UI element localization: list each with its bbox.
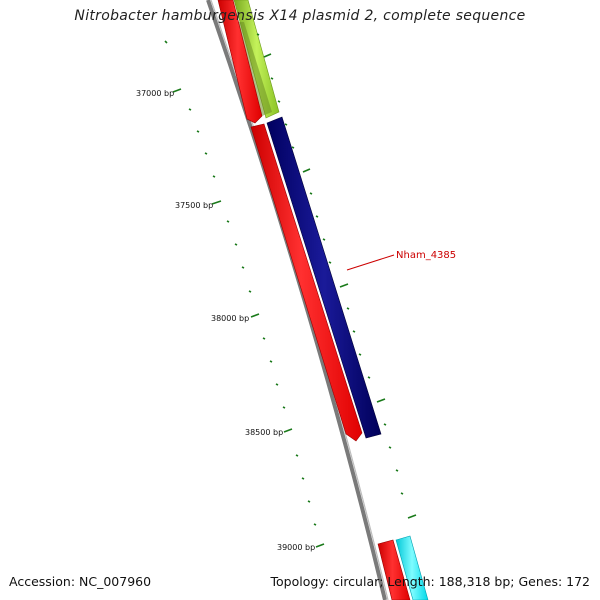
- scale-ticks-inner: [164, 40, 325, 548]
- tick-label-37000: 37000 bp: [136, 89, 174, 98]
- gene-label-leader: [346, 254, 395, 271]
- tick-label-38500: 38500 bp: [245, 428, 283, 437]
- tick-label-38000: 38000 bp: [211, 314, 249, 323]
- tick-label-37500: 37500 bp: [175, 201, 213, 210]
- gene-arrow-navy-nham4385[interactable]: [266, 116, 382, 439]
- gene-arrow-red-upper[interactable]: [217, 0, 263, 124]
- gene-arrow-cyan[interactable]: [395, 535, 429, 600]
- gene-label-nham4385[interactable]: Nham_4385: [396, 250, 456, 261]
- tick-label-39000: 39000 bp: [277, 543, 315, 552]
- map-title: Nitrobacter hamburgensis X14 plasmid 2, …: [74, 8, 526, 24]
- accession-text: Accession: NC_007960: [9, 574, 152, 589]
- gene-arrow-red-lower[interactable]: [377, 539, 411, 600]
- backbone-line: [206, 0, 387, 600]
- sequence-summary-text: Topology: circular; Length: 188,318 bp; …: [270, 574, 591, 589]
- gene-arrow-red-long[interactable]: [250, 123, 363, 442]
- scale-ticks-outer: [256, 33, 417, 519]
